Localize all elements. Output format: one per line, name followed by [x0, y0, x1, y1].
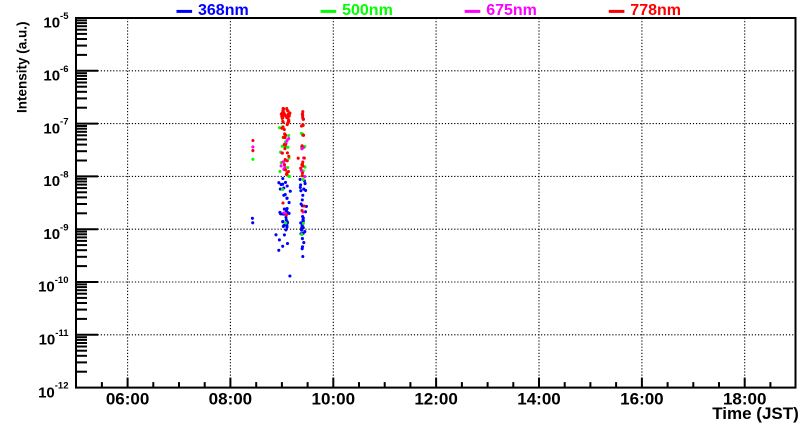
svg-text:14:00: 14:00 — [517, 389, 560, 408]
svg-text:08:00: 08:00 — [209, 389, 252, 408]
svg-text:06:00: 06:00 — [106, 389, 149, 408]
svg-text:18:00: 18:00 — [723, 389, 766, 408]
svg-text:675nm: 675nm — [486, 2, 537, 19]
svg-text:10:00: 10:00 — [312, 389, 355, 408]
svg-text:778nm: 778nm — [630, 2, 681, 19]
svg-text:12:00: 12:00 — [414, 389, 457, 408]
svg-text:Intensity (a.u.): Intensity (a.u.) — [15, 21, 30, 113]
svg-text:368nm: 368nm — [198, 2, 249, 19]
svg-text:500nm: 500nm — [342, 2, 393, 19]
svg-text:Time (JST): Time (JST) — [712, 404, 799, 423]
svg-text:16:00: 16:00 — [620, 389, 663, 408]
